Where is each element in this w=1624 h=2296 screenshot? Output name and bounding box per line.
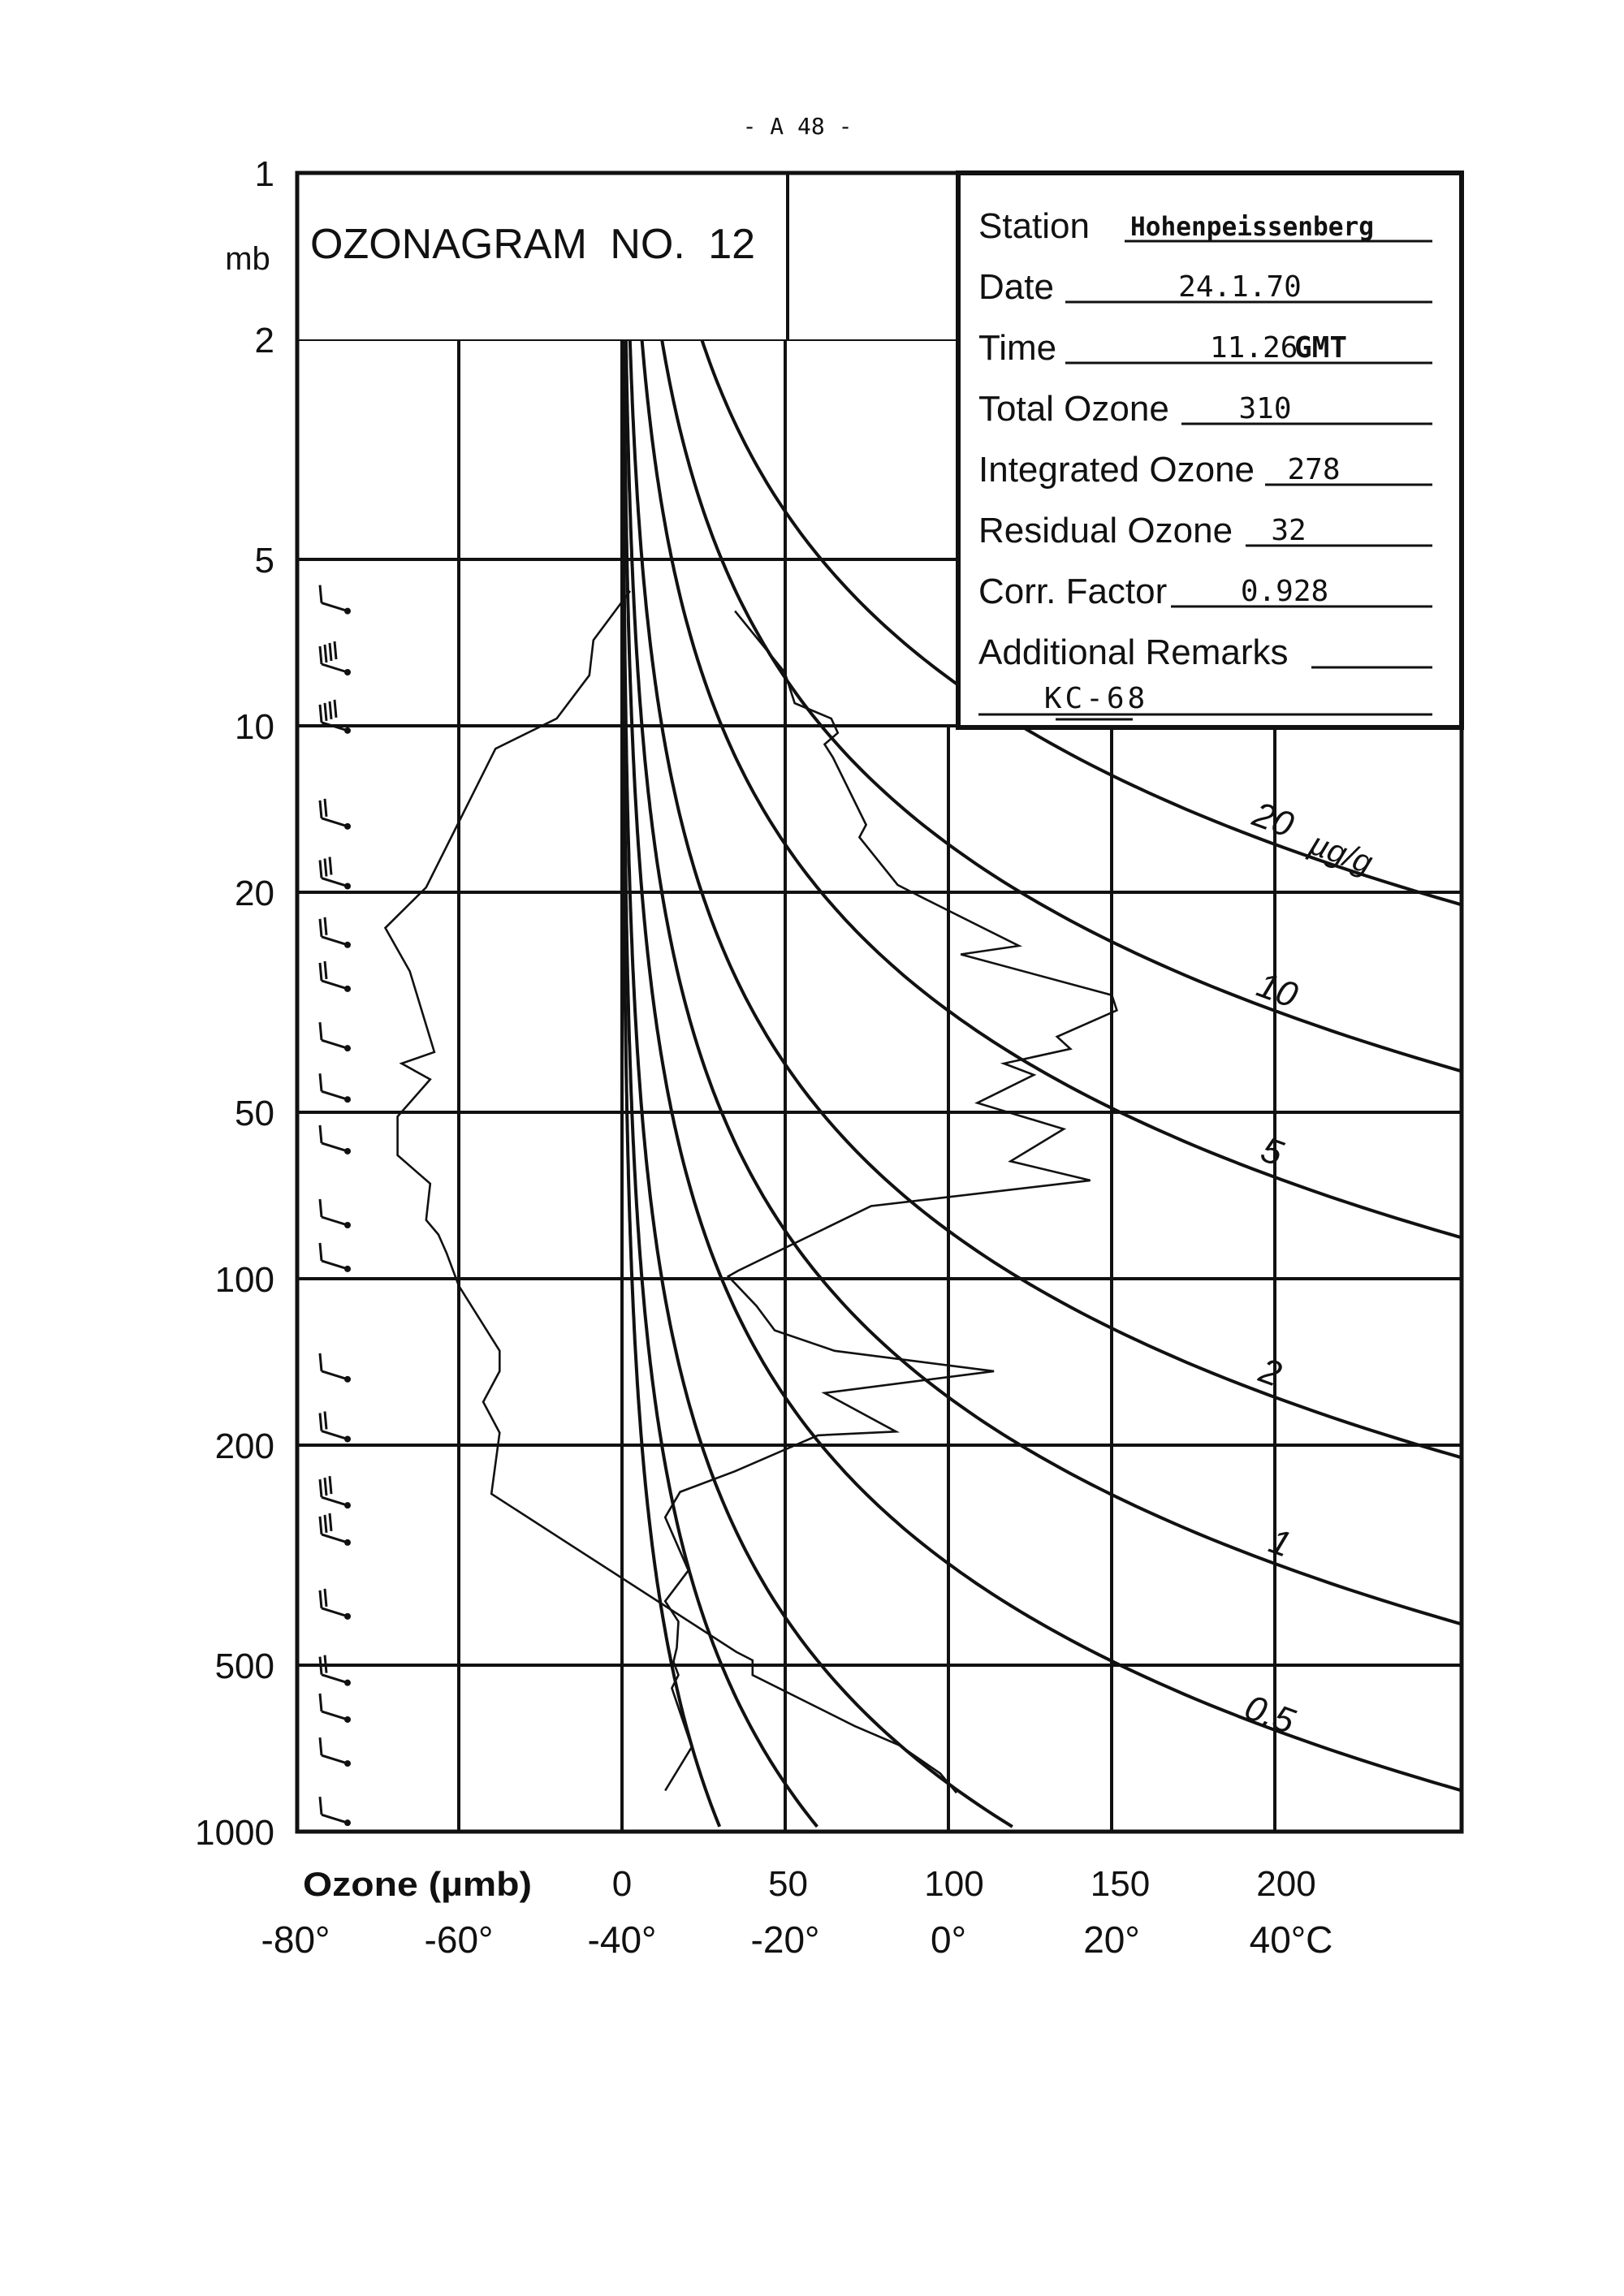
page-label: - A 48 - [743, 113, 853, 140]
temperature-tick-label: 0° [931, 1918, 966, 1961]
y-tick-label: 1 [255, 154, 274, 194]
wind-barb [318, 1353, 351, 1383]
residual-ozone-value: 32 [1271, 514, 1306, 547]
temperature-tick-label: -40° [588, 1918, 657, 1961]
date-label: Date [978, 267, 1054, 307]
wind-barb [318, 699, 351, 734]
wind-barb [318, 1411, 351, 1443]
time-value: 11.26 [1210, 331, 1298, 365]
wind-barb [318, 1588, 351, 1620]
total-ozone-value: 310 [1238, 392, 1291, 425]
wind-barbs [318, 585, 351, 1827]
ozone-tick-label: 0 [612, 1864, 632, 1904]
wind-barb [318, 1242, 351, 1272]
corr-factor-value: 0.928 [1241, 575, 1328, 608]
mixing-ratio-curve [624, 339, 1462, 1626]
remarks-value: KC-68 [1044, 682, 1148, 715]
wind-barb [318, 1797, 351, 1827]
wind-barb [318, 917, 351, 948]
mixing-ratio-curve [640, 339, 1462, 1240]
y-tick-label: 1000 [195, 1813, 274, 1853]
ozone-tick-label: 150 [1091, 1864, 1150, 1904]
wind-barb [318, 798, 351, 830]
temperature-tick-label: 40°C [1250, 1918, 1333, 1961]
y-tick-label: 200 [215, 1426, 274, 1466]
ozone-tick-label: 100 [924, 1864, 983, 1904]
profiles [383, 590, 1119, 1794]
station-value: Hohenpeissenberg [1130, 211, 1374, 242]
mixing-ratio-unit-label: µg/g [1304, 826, 1377, 882]
y-tick-label: 100 [215, 1260, 274, 1300]
total-ozone-label: Total Ozone [978, 389, 1169, 429]
mixing-ratio-curve [622, 339, 1462, 1793]
y-tick-label: 10 [235, 707, 274, 747]
wind-barb [318, 1198, 351, 1229]
wind-barb [318, 1513, 351, 1546]
mixing-ratio-label: 0.5 [1240, 1687, 1301, 1741]
wind-barb [318, 857, 351, 890]
temperature-tick-label: -60° [425, 1918, 494, 1961]
corr-factor-label: Corr. Factor [978, 572, 1167, 611]
remarks-label: Additional Remarks [978, 632, 1289, 672]
y-axis-unit-label: mb [225, 241, 270, 277]
mixing-ratio-curve [620, 339, 818, 1828]
title-box [297, 175, 957, 339]
temperature-tick-label: -80° [261, 1918, 330, 1961]
residual-ozone-label: Residual Ozone [978, 511, 1233, 550]
mixing-ratio-curve [628, 339, 1462, 1460]
y-tick-label: 50 [235, 1094, 274, 1133]
time-label: Time [978, 328, 1056, 368]
info-box: Station Date Time Total Ozone Integrated… [956, 170, 1464, 730]
ozone-tick-label: 50 [768, 1864, 808, 1904]
mixing-ratio-curve [621, 339, 1013, 1828]
plot-frame [295, 170, 1464, 1834]
mixing-ratio-label: 2 [1254, 1350, 1287, 1395]
mixing-ratio-label: 5 [1256, 1129, 1289, 1174]
temperature-profile-line [383, 590, 957, 1794]
wind-barb [318, 1693, 351, 1723]
wind-barb [318, 585, 351, 615]
wind-barb [318, 1124, 351, 1154]
wind-barb [318, 641, 351, 676]
integrated-ozone-value: 278 [1287, 453, 1340, 486]
temperature-tick-label: 20° [1083, 1918, 1140, 1961]
integrated-ozone-label: Integrated Ozone [978, 450, 1255, 490]
wind-barb [318, 1655, 351, 1686]
wind-barb [318, 1476, 351, 1509]
ozone-profile-line [663, 610, 1119, 1792]
time-zone-value: GMT [1294, 331, 1347, 365]
ozone-tick-label: 200 [1256, 1864, 1315, 1904]
wind-barb [318, 1073, 351, 1103]
wind-barb [318, 1737, 351, 1767]
mixing-ratio-curve [700, 339, 1462, 907]
y-tick-label: 500 [215, 1646, 274, 1686]
wind-barb [318, 1022, 351, 1052]
temperature-tick-label: -20° [751, 1918, 820, 1961]
wind-barb [318, 960, 351, 992]
y-tick-label: 2 [255, 321, 274, 360]
chart-title: OZONAGRAM NO. 12 [310, 221, 755, 268]
x-axis-ozone-label: Ozone (µmb) [303, 1865, 532, 1903]
station-label: Station [978, 206, 1090, 246]
y-tick-label: 5 [255, 541, 274, 580]
mixing-ratio-label: 1 [1264, 1521, 1297, 1564]
mixing-ratio-label: 10 [1252, 965, 1303, 1016]
date-value: 24.1.70 [1178, 270, 1302, 304]
y-tick-label: 20 [235, 874, 274, 913]
